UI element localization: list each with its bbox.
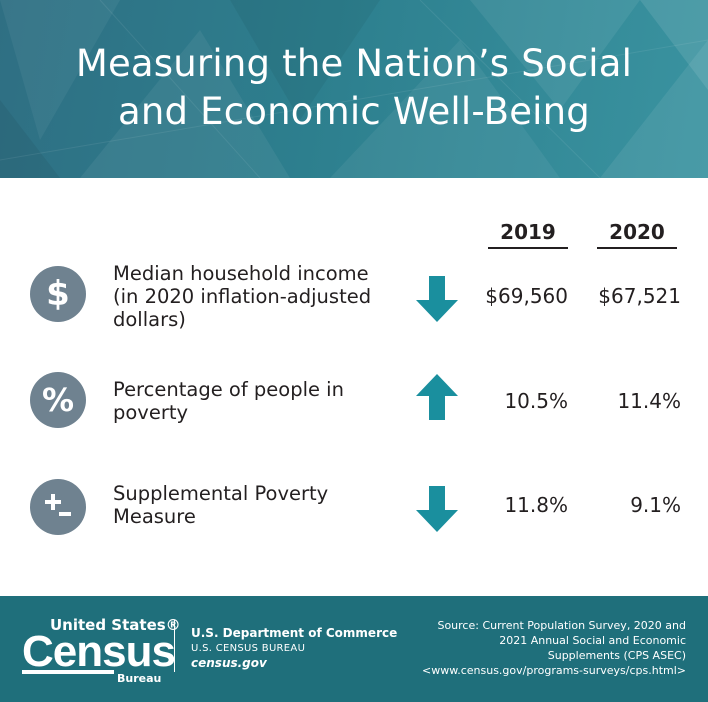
census-gov-link[interactable]: census.gov [191, 656, 267, 670]
source-url[interactable]: <www.census.gov/programs-surveys/cps.htm… [422, 664, 686, 677]
arrow-up-icon [416, 374, 458, 420]
row-label: Median household income (in 2020 inflati… [113, 262, 372, 331]
value-2020: 11.4% [617, 389, 681, 413]
header-banner: Measuring the Nation’s Social and Econom… [0, 0, 708, 178]
triangle-pattern [0, 0, 708, 178]
logo-swoosh [22, 670, 114, 674]
value-2020: 9.1% [630, 493, 681, 517]
page-title: Measuring the Nation’s Social and Econom… [0, 40, 708, 136]
column-header-2020: 2020 [597, 220, 677, 249]
department-info: U.S. Department of Commerce U.S. CENSUS … [191, 626, 398, 670]
plus-minus-icon [30, 479, 86, 535]
source-note: Source: Current Population Survey, 2020 … [386, 618, 686, 678]
value-2019: 10.5% [504, 389, 568, 413]
census-logo[interactable]: United States® Census Bureau [22, 616, 181, 685]
dollar-icon: $ [30, 266, 86, 322]
arrow-down-icon [416, 486, 458, 532]
footer: United States® Census Bureau U.S. Depart… [0, 596, 708, 702]
value-2020: $67,521 [598, 284, 681, 308]
title-line-2: and Economic Well-Being [118, 90, 590, 133]
row-label: Supplemental Poverty Measure [113, 482, 329, 528]
arrow-down-icon [416, 276, 458, 322]
column-header-2019: 2019 [488, 220, 568, 249]
title-line-1: Measuring the Nation’s Social [75, 42, 633, 85]
percent-icon: % [30, 372, 86, 428]
value-2019: 11.8% [504, 493, 568, 517]
value-2019: $69,560 [485, 284, 568, 308]
row-label: Percentage of people in poverty [113, 378, 344, 424]
footer-divider [174, 620, 175, 672]
